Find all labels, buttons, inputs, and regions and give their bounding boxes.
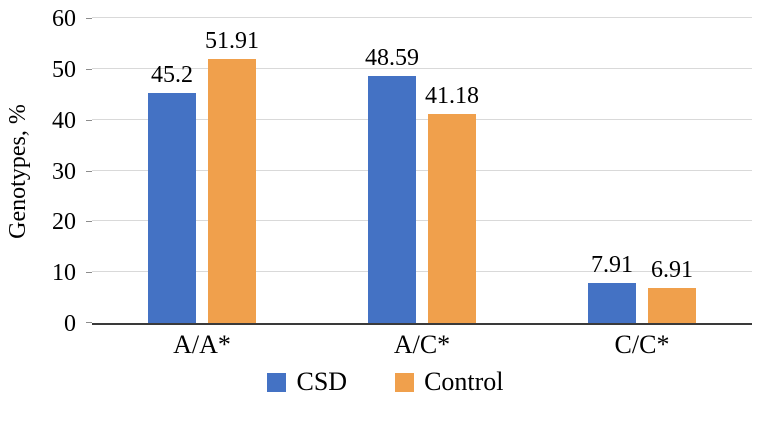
bar-value-label: 45.2 bbox=[151, 62, 193, 89]
bar-value-label: 7.91 bbox=[591, 251, 633, 278]
y-tick-mark bbox=[86, 119, 92, 121]
y-axis-tick-labels: 0 10 20 30 40 50 60 bbox=[36, 6, 84, 337]
y-tick-mark bbox=[86, 170, 92, 172]
legend-swatch-icon bbox=[395, 372, 415, 392]
legend-label: CSD bbox=[296, 367, 348, 396]
category-group: 7.91 6.91 bbox=[532, 18, 752, 323]
bar-value-label: 41.18 bbox=[425, 82, 479, 109]
gridline bbox=[92, 17, 752, 18]
legend-label: Control bbox=[424, 367, 504, 396]
bar-csd-1 bbox=[148, 93, 196, 323]
bar-group-item: 51.91 bbox=[205, 18, 259, 323]
gridline bbox=[92, 169, 752, 171]
x-axis-category-label: C/C* bbox=[614, 330, 670, 359]
bar-value-label: 6.91 bbox=[651, 256, 693, 283]
bar-control-3 bbox=[648, 287, 696, 323]
y-tick-label: 60 bbox=[52, 6, 76, 32]
gridline bbox=[92, 271, 752, 273]
y-tick-mark bbox=[86, 272, 92, 274]
legend: CSD Control bbox=[0, 367, 771, 397]
x-axis-labels: A/A* A/C* C/C* bbox=[92, 330, 752, 360]
bar-control-1 bbox=[208, 59, 256, 323]
y-tick-label: 50 bbox=[52, 56, 76, 83]
bars-row: 45.2 51.91 48.59 41.18 7.91 6.91 bbox=[92, 18, 752, 323]
y-tick-label: 10 bbox=[52, 260, 76, 287]
bar-value-label: 51.91 bbox=[205, 28, 259, 55]
legend-item-csd: CSD bbox=[267, 367, 347, 397]
bar-csd-3 bbox=[588, 282, 636, 323]
y-tick-mark bbox=[86, 322, 92, 323]
x-axis-category-label: A/C* bbox=[393, 330, 451, 359]
y-axis-title-text: Genotypes, % bbox=[4, 104, 31, 239]
bar-group-item: 48.59 bbox=[365, 18, 419, 323]
plot-area: 45.2 51.91 48.59 41.18 7.91 6.91 bbox=[86, 17, 752, 325]
category-group: 45.2 51.91 bbox=[92, 18, 312, 323]
bar-group-item: 41.18 bbox=[425, 18, 479, 323]
bar-group-item: 45.2 bbox=[148, 18, 196, 323]
bar-group-item: 6.91 bbox=[648, 18, 696, 323]
category-group: 48.59 41.18 bbox=[312, 18, 532, 323]
legend-item-control: Control bbox=[395, 367, 504, 397]
y-tick-label: 0 bbox=[64, 311, 76, 337]
y-tick-label: 20 bbox=[52, 209, 76, 236]
legend-swatch-icon bbox=[267, 372, 287, 392]
bar-control-2 bbox=[428, 113, 476, 323]
y-axis-title: Genotypes, % bbox=[0, 18, 36, 325]
y-tick-label: 40 bbox=[52, 107, 76, 134]
gridline bbox=[92, 220, 752, 222]
y-tick-label: 30 bbox=[52, 158, 76, 185]
gridline bbox=[92, 118, 752, 120]
y-tick-mark bbox=[86, 221, 92, 223]
y-tick-mark bbox=[86, 18, 92, 19]
x-axis-category-label: A/A* bbox=[173, 330, 231, 359]
y-tick-mark bbox=[86, 68, 92, 70]
gridline bbox=[92, 67, 752, 69]
bar-group-item: 7.91 bbox=[588, 18, 636, 323]
bar-value-label: 48.59 bbox=[365, 45, 419, 72]
bar-csd-2 bbox=[368, 76, 416, 323]
